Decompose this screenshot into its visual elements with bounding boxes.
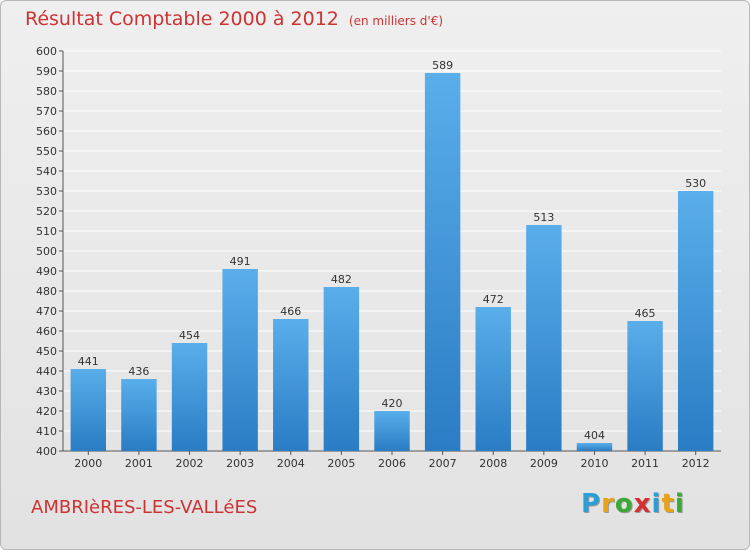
- logo-letter: x: [633, 489, 652, 519]
- x-tick-label: 2004: [277, 457, 305, 470]
- y-tick-label: 540: [36, 165, 57, 178]
- bar-2004: [273, 319, 309, 451]
- y-tick-label: 510: [36, 225, 57, 238]
- value-label: 465: [635, 307, 656, 320]
- y-tick-label: 440: [36, 365, 57, 378]
- logo-letter: t: [661, 489, 675, 519]
- logo-letter: r: [601, 489, 615, 519]
- y-tick-label: 590: [36, 65, 57, 78]
- x-tick-label: 2010: [580, 457, 608, 470]
- bars: [70, 73, 714, 451]
- bar-2003: [222, 269, 258, 451]
- y-tick-label: 480: [36, 285, 57, 298]
- bar-2012: [677, 191, 714, 451]
- bar-2002: [171, 343, 208, 451]
- value-label: 472: [483, 293, 504, 306]
- y-tick-label: 550: [36, 145, 57, 158]
- value-label: 482: [331, 273, 352, 286]
- bar-2009: [526, 225, 562, 451]
- y-tick-label: 460: [36, 325, 57, 338]
- chart-title-unit: (en milliers d'€): [348, 14, 444, 28]
- x-tick-label: 2002: [176, 457, 204, 470]
- value-label: 530: [685, 177, 706, 190]
- y-tick-label: 430: [36, 385, 57, 398]
- value-label: 404: [584, 429, 605, 442]
- bar-2005: [323, 287, 360, 451]
- x-tick-label: 2007: [429, 457, 457, 470]
- value-label: 491: [230, 255, 251, 268]
- y-tick-label: 420: [36, 405, 57, 418]
- x-tick-label: 2006: [378, 457, 406, 470]
- bar-2010: [576, 443, 613, 451]
- y-tick-label: 410: [36, 425, 57, 438]
- bar-2001: [121, 379, 157, 451]
- x-tick-label: 2009: [530, 457, 558, 470]
- bar-2007: [424, 73, 461, 451]
- y-tick-label: 470: [36, 305, 57, 318]
- proxiti-logo: Proxiti: [581, 489, 685, 519]
- y-tick-label: 500: [36, 245, 57, 258]
- y-tick-label: 560: [36, 125, 57, 138]
- x-tick-label: 2000: [74, 457, 102, 470]
- value-label: 513: [533, 211, 554, 224]
- value-label: 436: [128, 365, 149, 378]
- y-tick-label: 490: [36, 265, 57, 278]
- y-tick-label: 600: [36, 45, 57, 58]
- y-tick-label: 530: [36, 185, 57, 198]
- x-tick-label: 2003: [226, 457, 254, 470]
- x-tick-label: 2005: [327, 457, 355, 470]
- value-label: 420: [382, 397, 403, 410]
- value-label: 589: [432, 59, 453, 72]
- bar-2011: [627, 321, 663, 451]
- value-label: 466: [280, 305, 301, 318]
- axes: 400 410 420 430 440 450 460 470 480 490 500 510 520 5…: [36, 45, 721, 470]
- y-tick-label: 520: [36, 205, 57, 218]
- chart-title: Résultat Comptable 2000 à 2012 (en millie…: [25, 8, 443, 30]
- x-tick-label: 2011: [631, 457, 659, 470]
- logo-letter: i: [651, 489, 662, 519]
- grid-lines: [63, 50, 721, 452]
- bar-2008: [475, 307, 511, 451]
- value-labels: 441 436 454 491 466 482 420 589 472 513 404 465 530: [78, 59, 706, 442]
- chart-title-main: Résultat Comptable 2000 à 2012: [25, 8, 339, 30]
- logo-letter: P: [581, 489, 602, 519]
- logo-letter: i: [674, 489, 685, 519]
- value-label: 454: [179, 329, 200, 342]
- x-tick-label: 2008: [479, 457, 507, 470]
- commune-name: AMBRIèRES-LES-VALLéES: [31, 497, 258, 518]
- logo-letter: o: [614, 489, 634, 519]
- y-tick-label: 450: [36, 345, 57, 358]
- bar-2006: [374, 411, 410, 451]
- y-tick-label: 570: [36, 105, 57, 118]
- value-label: 441: [78, 355, 99, 368]
- y-tick-label: 580: [36, 85, 57, 98]
- x-tick-label: 2001: [125, 457, 153, 470]
- y-tick-label: 400: [36, 445, 57, 458]
- bar-2000: [70, 369, 107, 451]
- x-tick-label: 2012: [682, 457, 710, 470]
